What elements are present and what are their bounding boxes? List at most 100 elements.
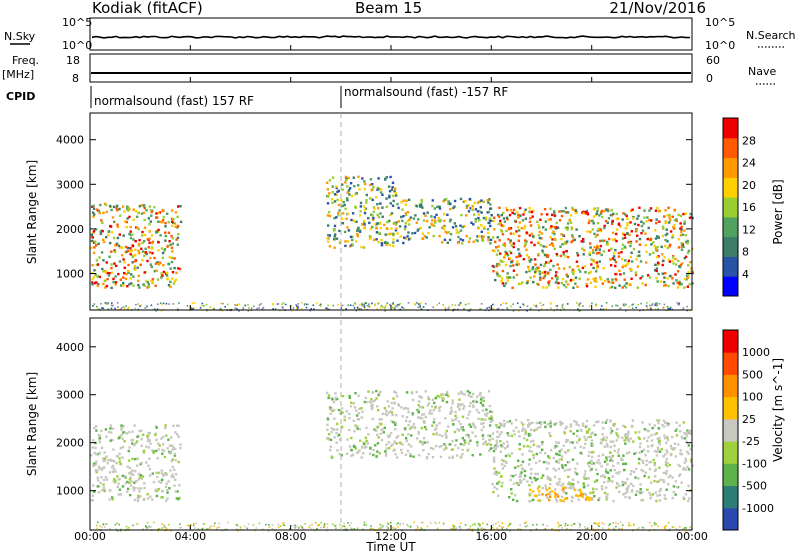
power-data-clutter xyxy=(605,302,608,304)
vel-data-clutter xyxy=(186,524,189,527)
vel-data-clutter xyxy=(618,527,620,530)
vel-data-cell xyxy=(482,399,485,403)
power-data-cell xyxy=(395,221,398,224)
power-data-cell xyxy=(470,221,473,224)
power-data-cell xyxy=(612,212,615,216)
power-data-clutter xyxy=(211,308,214,311)
power-data-cell xyxy=(504,253,507,257)
power-data-cell xyxy=(518,252,521,255)
power-data-cell xyxy=(530,232,533,235)
power-data-cell xyxy=(123,272,126,275)
vel-data-cell xyxy=(428,412,431,415)
vel-data-cell xyxy=(112,470,115,473)
vel-data-cell xyxy=(109,458,112,462)
vel-data-cell xyxy=(404,437,408,440)
power-data-cell xyxy=(665,232,669,236)
vel-data-cell xyxy=(674,480,677,483)
power-data-cell xyxy=(421,237,425,240)
vel-data-cell xyxy=(646,439,649,443)
power-data-cell xyxy=(498,206,501,209)
vel-data-cell xyxy=(409,454,412,458)
power-data-cell xyxy=(673,219,676,222)
vel-data-cell xyxy=(646,429,649,432)
vel-data-cell xyxy=(617,454,620,457)
vel-data-cell xyxy=(418,395,421,398)
vel-data-cell xyxy=(111,464,115,468)
vel-data-clutter xyxy=(150,526,152,529)
power-data-clutter xyxy=(615,304,617,307)
vel-data-cell xyxy=(530,422,533,425)
power-data-cell xyxy=(363,208,367,212)
power-data-cell xyxy=(510,244,513,247)
vel-data-cell xyxy=(410,434,413,437)
vel-data-cell xyxy=(166,489,169,492)
power-data-cell xyxy=(169,280,172,283)
power-data-cell xyxy=(163,248,167,251)
power-data-cell xyxy=(430,222,433,226)
vel-data-cell xyxy=(404,406,407,410)
vel-data-cell xyxy=(499,424,503,427)
power-cbar-segment xyxy=(723,157,738,178)
power-data-cell xyxy=(663,280,666,284)
vel-data-cell xyxy=(466,390,469,393)
vel-data-cell xyxy=(489,447,492,450)
power-data-cell xyxy=(166,212,169,215)
power-data-cell xyxy=(343,203,346,207)
power-data-cell xyxy=(155,212,158,215)
vel-data-cell xyxy=(461,452,464,456)
vel-data-clutter xyxy=(396,523,398,525)
vel-data-cell xyxy=(517,459,520,462)
power-data-cell xyxy=(359,201,363,205)
power-data-cell xyxy=(358,188,361,191)
power-data-cell xyxy=(477,213,480,216)
vel-data-cell xyxy=(528,458,531,461)
power-data-cell xyxy=(683,220,686,223)
power-data-cell xyxy=(120,284,123,287)
power-data-cell xyxy=(129,225,132,229)
vel-data-cell xyxy=(527,424,530,427)
vel-data-cell xyxy=(491,419,494,422)
vel-data-cell xyxy=(327,396,330,400)
power-data-cell xyxy=(572,278,575,282)
power-data-cell xyxy=(145,279,148,283)
vel-data-cell xyxy=(419,416,422,420)
power-data-clutter xyxy=(582,305,584,307)
power-data-cell xyxy=(122,281,125,285)
power-data-cell xyxy=(589,270,593,274)
power-data-cell xyxy=(666,277,669,280)
power-data-clutter xyxy=(677,303,680,306)
power-data-cell xyxy=(585,283,588,286)
power-data-clutter xyxy=(262,306,265,309)
vel-data-cell xyxy=(582,486,586,489)
power-data-cell xyxy=(368,197,372,200)
vel-data-cell xyxy=(524,433,527,436)
vel-data-cell xyxy=(665,441,668,445)
vel-data-cell xyxy=(581,493,584,496)
power-data-cell xyxy=(534,263,537,266)
vel-data-clutter xyxy=(560,524,562,527)
power-data-cell xyxy=(123,266,126,269)
vel-data-cell xyxy=(576,434,579,438)
power-data-cell xyxy=(654,246,657,249)
power-data-clutter xyxy=(392,302,394,304)
vel-data-cell xyxy=(609,427,613,430)
power-data-cell xyxy=(138,239,141,242)
power-data-clutter xyxy=(100,303,102,305)
power-data-cell xyxy=(625,282,628,285)
power-data-cell xyxy=(426,211,429,214)
power-data-cell xyxy=(511,286,514,289)
vel-data-cell xyxy=(672,485,676,488)
vel-data-cell xyxy=(639,483,642,486)
power-data-clutter xyxy=(522,303,524,305)
vel-data-cell xyxy=(439,455,443,459)
vel-data-cell xyxy=(571,478,575,481)
vel-data-cell xyxy=(513,433,516,436)
vel-data-cell xyxy=(484,418,487,421)
power-data-cell xyxy=(527,265,530,269)
power-data-cell xyxy=(326,214,330,217)
power-data-clutter xyxy=(258,304,261,306)
vel-data-cell xyxy=(349,405,353,408)
vel-data-cell xyxy=(682,421,685,424)
power-data-cell xyxy=(354,206,357,209)
